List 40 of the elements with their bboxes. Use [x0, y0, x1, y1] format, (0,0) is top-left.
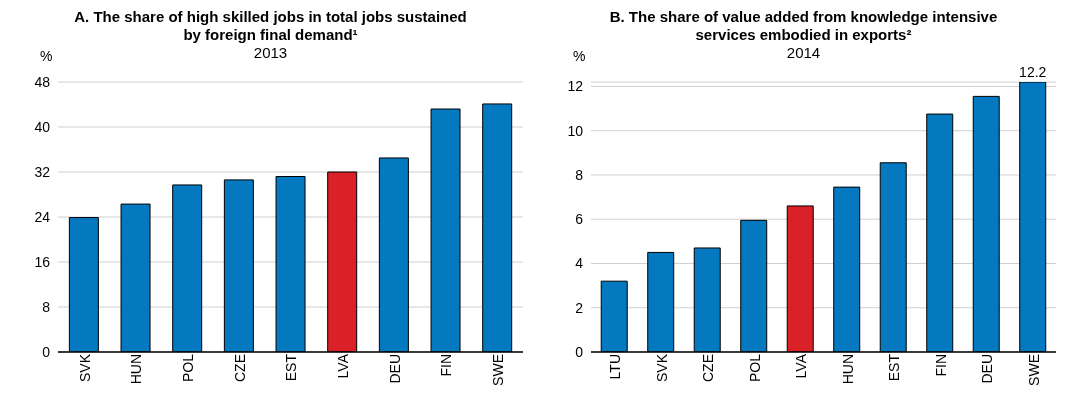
y-tick-label: 0	[575, 343, 584, 360]
x-tick-label: CZE	[700, 354, 717, 382]
y-tick-label: 40	[34, 118, 51, 135]
y-tick-label: 32	[34, 163, 51, 180]
x-tick-label: POL	[180, 353, 197, 383]
x-tick-label: EST	[283, 353, 300, 382]
x-tick-label: CZE	[231, 354, 248, 382]
x-tick-label: DEU	[386, 354, 403, 384]
chart-subtitle: 2014	[786, 44, 821, 61]
x-tick-label: SVK	[76, 353, 93, 383]
y-tick-label: 2	[575, 299, 584, 316]
data-label: 12.2	[1019, 64, 1047, 80]
chart-subtitle: 2013	[253, 44, 288, 61]
y-tick-label: 6	[575, 211, 584, 228]
y-tick-label: 16	[34, 253, 51, 270]
y-axis-title: %	[573, 48, 586, 64]
chart-title: A. The share of high skilled jobs in total jobs sustained by foreign final demand¹	[73, 8, 468, 44]
x-tick-label: SWE	[1025, 354, 1042, 386]
x-tick-label: EST	[886, 353, 903, 382]
y-tick-label: 48	[34, 73, 51, 90]
x-tick-label: LVA	[793, 353, 810, 379]
y-tick-label: 10	[567, 122, 584, 139]
x-tick-label: HUN	[128, 354, 145, 385]
x-tick-label: HUN	[839, 354, 856, 385]
x-tick-label: FIN	[438, 354, 455, 377]
y-tick-label: 24	[34, 208, 51, 225]
y-axis-title: %	[40, 48, 53, 64]
x-tick-label: DEU	[979, 354, 996, 384]
x-tick-label: LTU	[607, 354, 624, 380]
x-tick-label: SVK	[653, 353, 670, 383]
x-tick-label: POL	[746, 353, 763, 383]
x-tick-label: SWE	[490, 354, 507, 386]
y-tick-label: 4	[575, 255, 584, 272]
y-tick-label: 8	[575, 166, 584, 183]
x-tick-label: FIN	[932, 354, 949, 377]
chart-title: B. The share of value added from knowledge intensive services embodied in exports²	[608, 8, 999, 44]
x-tick-label: LVA	[335, 353, 352, 379]
y-tick-label: 8	[42, 298, 51, 315]
y-tick-label: 0	[42, 343, 51, 360]
y-tick-label: 12	[567, 78, 584, 95]
